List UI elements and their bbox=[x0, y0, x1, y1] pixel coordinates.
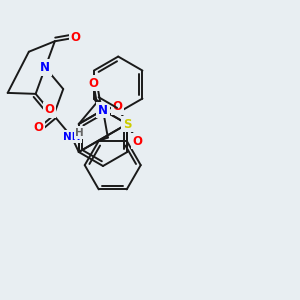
Text: NH: NH bbox=[63, 132, 80, 142]
Text: O: O bbox=[88, 77, 98, 90]
Text: H: H bbox=[75, 128, 84, 138]
Text: S: S bbox=[123, 118, 131, 130]
Text: O: O bbox=[34, 122, 44, 134]
Text: O: O bbox=[44, 103, 54, 116]
Text: N: N bbox=[40, 61, 50, 74]
Text: O: O bbox=[70, 31, 80, 44]
Text: N: N bbox=[98, 103, 108, 116]
Text: O: O bbox=[132, 135, 142, 148]
Text: O: O bbox=[112, 100, 122, 113]
